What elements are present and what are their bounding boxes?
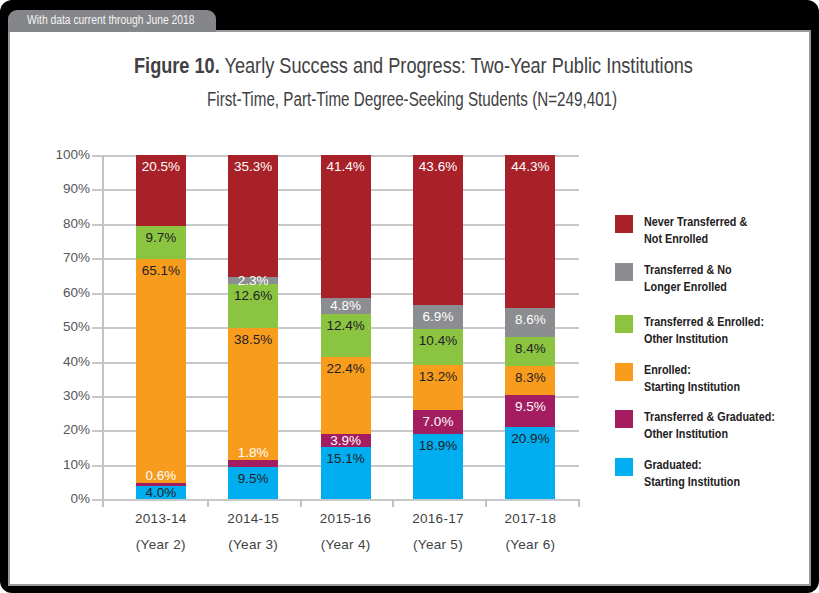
- legend-swatch: [615, 410, 633, 428]
- segment-value-label: 9.5%: [495, 399, 565, 414]
- segment-value-label: 41.4%: [311, 159, 381, 174]
- segment-value-label: 8.4%: [495, 341, 565, 356]
- segment-value-label: 10.4%: [403, 333, 473, 348]
- chart-legend: Never Transferred &Not Enrolled Transferr…: [0, 0, 819, 593]
- legend-swatch: [615, 315, 633, 333]
- segment-value-label: 0.6%: [126, 468, 196, 483]
- segment-value-label: 9.5%: [218, 471, 288, 486]
- segment-value-label: 20.9%: [495, 431, 565, 446]
- segment-value-label: 44.3%: [495, 159, 565, 174]
- segment-value-label: 12.4%: [311, 318, 381, 333]
- legend-swatch: [615, 215, 633, 233]
- legend-swatch: [615, 263, 633, 281]
- segment-value-label: 20.5%: [126, 159, 196, 174]
- legend-label: Transferred & NoLonger Enrolled: [644, 262, 732, 295]
- legend-label: Transferred & Graduated:Other Institutio…: [644, 409, 775, 442]
- legend-label: Never Transferred &Not Enrolled: [644, 214, 747, 247]
- legend-label: Enrolled:Starting Institution: [644, 362, 740, 395]
- segment-value-label: 7.0%: [403, 414, 473, 429]
- segment-value-label: 13.2%: [403, 369, 473, 384]
- bar-segment: [413, 155, 463, 305]
- segment-value-label: 65.1%: [126, 263, 196, 278]
- segment-value-label: 22.4%: [311, 361, 381, 376]
- segment-value-label: 8.3%: [495, 370, 565, 385]
- page-frame: With data current through June 2018 Figu…: [0, 0, 819, 593]
- segment-value-label: 35.3%: [218, 159, 288, 174]
- segment-value-label: 4.0%: [126, 485, 196, 500]
- legend-swatch: [615, 363, 633, 381]
- segment-value-label: 43.6%: [403, 159, 473, 174]
- legend-label: Graduated:Starting Institution: [644, 457, 740, 490]
- segment-value-label: 18.9%: [403, 438, 473, 453]
- segment-value-label: 2.3%: [218, 273, 288, 288]
- bar-segment: [228, 328, 278, 461]
- bar-segment: [228, 460, 278, 466]
- segment-value-label: 12.6%: [218, 288, 288, 303]
- segment-value-label: 38.5%: [218, 332, 288, 347]
- bar-segment: [321, 155, 371, 298]
- segment-value-label: 9.7%: [126, 230, 196, 245]
- segment-value-label: 8.6%: [495, 312, 565, 327]
- segment-value-label: 6.9%: [403, 309, 473, 324]
- legend-swatch: [615, 458, 633, 476]
- legend-label: Transferred & Enrolled:Other Institution: [644, 314, 764, 347]
- bar-segment: [136, 259, 186, 483]
- segment-value-label: 15.1%: [311, 451, 381, 466]
- segment-value-label: 1.8%: [218, 445, 288, 460]
- bar-segment: [505, 155, 555, 308]
- segment-value-label: 3.9%: [311, 433, 381, 448]
- segment-value-label: 4.8%: [311, 298, 381, 313]
